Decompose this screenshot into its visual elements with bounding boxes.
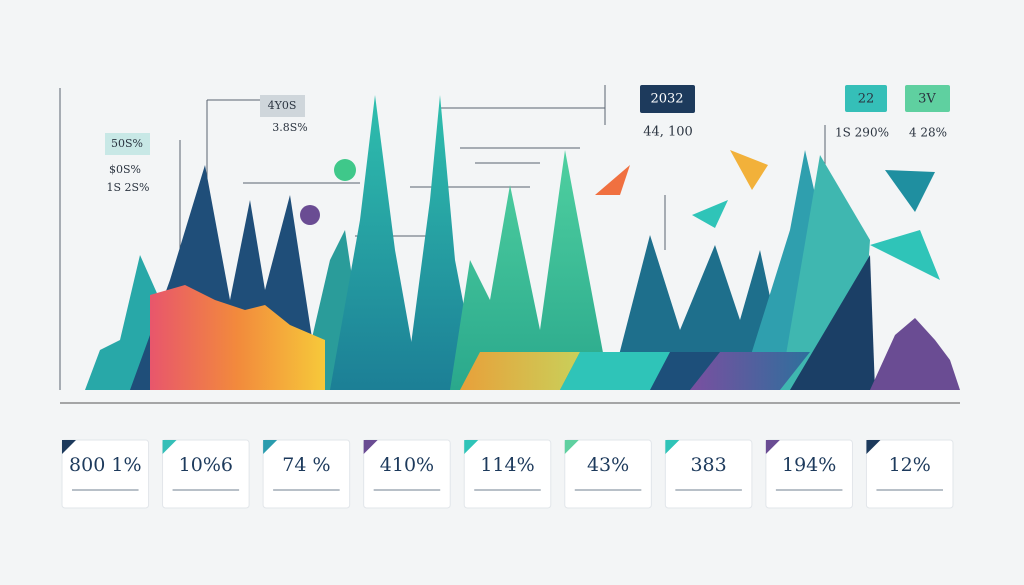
callout: 1S 290% — [835, 126, 889, 140]
callout-box — [105, 133, 150, 155]
callout-box — [640, 85, 695, 113]
callout: 4Y0S — [268, 99, 297, 112]
card-accent — [866, 440, 881, 454]
card-accent — [765, 440, 780, 454]
card-value: 12% — [889, 454, 931, 476]
card-value: 410% — [380, 454, 434, 476]
card-value: 194% — [782, 454, 836, 476]
callout: 44, 100 — [643, 125, 693, 140]
card-value: 10%6 — [179, 454, 233, 476]
peaks — [85, 95, 960, 390]
card-value: 74 % — [282, 454, 330, 476]
callout-box — [905, 85, 950, 112]
callout: 50S% — [111, 137, 143, 150]
callout-box — [845, 85, 887, 112]
card-value: 383 — [690, 454, 726, 476]
callout: 3.8S% — [272, 121, 307, 134]
card-accent — [363, 440, 378, 454]
callout: 2032 — [650, 92, 683, 107]
card-accent — [564, 440, 579, 454]
callout: $0S% — [109, 163, 141, 176]
callouts: 4Y0S 3.8S% 50S% $0S% 1S 2S% 2032 44, 100… — [105, 85, 950, 194]
card-accent — [162, 440, 177, 454]
callout: 22 — [858, 92, 875, 107]
card-accent — [263, 440, 278, 454]
callout: 4 28% — [909, 126, 947, 140]
card-accent — [665, 440, 680, 454]
callout: 1S 2S% — [106, 181, 149, 194]
callout: 3V — [918, 92, 936, 107]
card-value: 43% — [587, 454, 629, 476]
card-accent — [62, 440, 76, 454]
cards: 800 1% 10%6 74 % 410% 114% 43% 383 194% 12% — [61, 439, 954, 509]
card-value: 800 1% — [69, 454, 141, 476]
callout-box — [260, 95, 305, 117]
card-accent — [464, 440, 479, 454]
card-value: 114% — [480, 454, 534, 476]
